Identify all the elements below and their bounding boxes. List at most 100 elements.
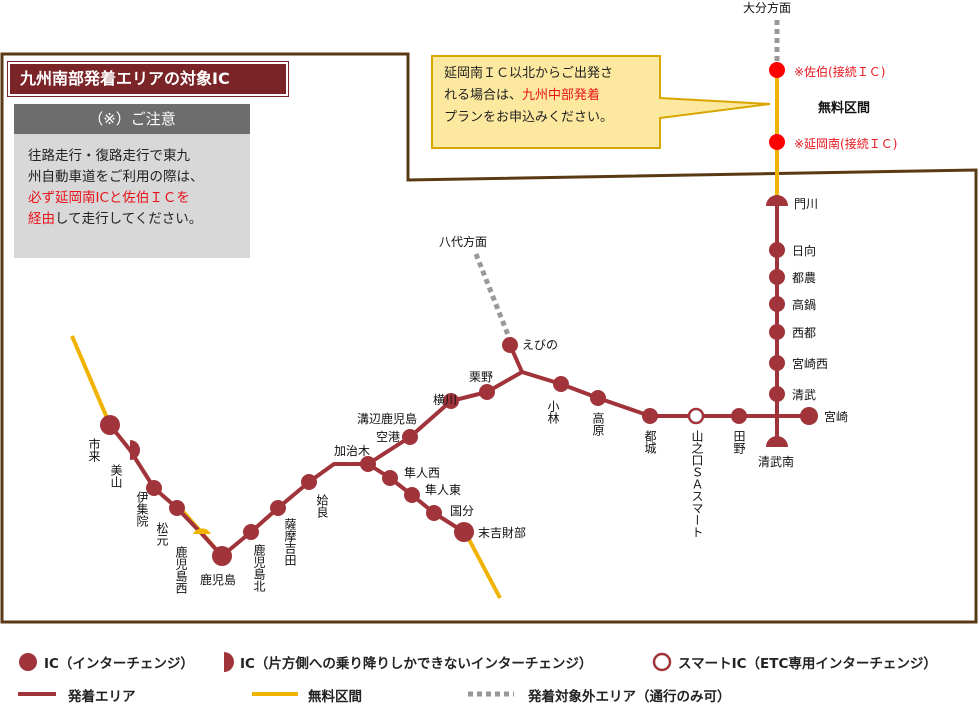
ic-marker-saiki [769, 62, 785, 78]
legend-smart-ic: スマートIC（ETC専用インターチェンジ） [678, 656, 937, 672]
label-miyakonojo: 都城 [643, 430, 657, 455]
label-yamanokuchi: 山之口ＳＡスマート [690, 430, 704, 538]
label-sueyoshi: 末吉財部 [478, 525, 526, 540]
callout-line2a: れる場合は、 [444, 88, 523, 103]
ic-marker-takanabe [769, 296, 785, 312]
legend-free: 無料区間 [308, 689, 362, 705]
outside-line-yatsushiro [473, 253, 513, 341]
label-kuko: 空港 [376, 430, 400, 444]
note-line1: 往路走行・復路走行で東九 [28, 148, 190, 164]
half-ic-marker-kiyotakeminami [766, 436, 788, 447]
label-ebino: えびの [522, 338, 558, 352]
ic-marker-tsuno [769, 269, 785, 285]
free-line-east [462, 529, 502, 599]
label-ichiki: 市来 [87, 437, 101, 462]
half-ic-marker-kadogawa [766, 195, 788, 206]
label-takanabe: 高鍋 [792, 297, 816, 312]
label-kagoshima: 鹿児島 [200, 572, 236, 587]
label-kokubu: 国分 [450, 504, 474, 518]
ic-marker-ebino [502, 337, 518, 353]
label-kiyotake: 清武 [792, 388, 816, 402]
label-takaharu: 高原 [591, 411, 605, 436]
map-title: 九州南部発着エリアの対象IC [7, 61, 289, 97]
label-aira: 姶良 [315, 493, 329, 519]
ic-marker-tano [731, 408, 747, 424]
label-matsumoto: 松元 [155, 522, 169, 547]
free-zone-label: 無料区間 [818, 100, 870, 116]
note-box: （※）ご注意 往路走行・復路走行で東九 州自動車道をご利用の際は、 必ず延岡南I… [14, 104, 250, 258]
legend-smart-ic-icon [652, 652, 672, 672]
smart-ic-marker-yamanokuchi [687, 407, 705, 425]
label-hayatohigashi: 隼人東 [425, 482, 461, 497]
legend-outside: 発着対象外エリア（通行のみ可） [528, 689, 731, 705]
ic-marker-kobayashi [553, 376, 569, 392]
ic-marker-ijuin [146, 480, 162, 496]
half-ic-marker-kagoshimanishi [193, 528, 211, 534]
label-kobayashi: 小林 [546, 400, 560, 424]
direction-yatsushiro: 八代方面 [439, 234, 487, 249]
ic-marker-saito [769, 324, 785, 340]
label-miyazakinishi: 宮崎西 [792, 356, 828, 371]
ic-marker-hayatohigashi [404, 487, 420, 503]
ic-marker-kagoshima [212, 546, 232, 566]
ic-marker-matsumoto [169, 500, 185, 516]
note-body: 往路走行・復路走行で東九 州自動車道をご利用の際は、 必ず延岡南ICと佐伯ＩＣを… [14, 134, 250, 242]
ic-marker-yokogawa [443, 393, 459, 409]
ic-marker-hyuga [769, 242, 785, 258]
label-miyama: 美山 [109, 464, 123, 488]
callout-line2b: 九州中部発着 [522, 88, 601, 103]
label-kagoshimakita: 鹿児島北 [252, 543, 266, 593]
ic-marker-kajiki [360, 456, 376, 472]
ic-marker-hayatonishi [382, 470, 398, 486]
label-kiyotakeminami: 清武南 [758, 454, 794, 469]
ic-marker-kokubu [426, 505, 442, 521]
note-red-line2: 経由 [28, 211, 55, 227]
ic-marker-miyazaki [800, 407, 818, 425]
ic-marker-nobeoka [769, 134, 785, 150]
label-miyazaki: 宮崎 [824, 409, 848, 424]
label-ijuin: 伊集院 [135, 491, 149, 527]
ic-marker-kurino [479, 384, 495, 400]
legend-ic: IC（インターチェンジ） [44, 656, 194, 672]
ic-marker-kagoshimakita [243, 524, 259, 540]
area-border [0, 52, 978, 624]
label-saiki: ※佐伯(接続ＩＣ) [794, 64, 885, 79]
ic-markers [100, 242, 818, 566]
callout-line3: プランをお申込みください。 [444, 110, 614, 125]
ic-marker-miyakonojo [642, 408, 658, 424]
label-kadogawa: 門川 [794, 197, 818, 211]
label-hayatonishi: 隼人西 [404, 465, 440, 480]
legend-area: 発着エリア [68, 689, 136, 705]
ic-marker-satsumayoshida [270, 500, 286, 516]
label-yokogawa: 横川 [433, 393, 457, 407]
direction-oita: 大分方面 [743, 0, 791, 15]
legend-half-ic: IC（片方側への乗り降りしかできないインターチェンジ） [240, 656, 593, 672]
callout-bubble [431, 55, 771, 149]
legend-half-ic-icon [224, 652, 234, 672]
label-kagoshimanishi: 鹿児島西 [174, 545, 188, 594]
ic-marker-aira [301, 474, 317, 490]
note-tail: して走行してください。 [55, 211, 203, 227]
label-nobeoka: ※延岡南(接続ＩＣ) [794, 136, 897, 151]
label-satsumayoshida: 薩摩吉田 [283, 518, 297, 566]
label-tsuno: 都農 [792, 271, 816, 285]
callout-text: 延岡南ＩＣ以北からご出発さ れる場合は、九州中部発着 プランをお申込みください。 [430, 54, 660, 144]
label-hyuga: 日向 [792, 243, 816, 258]
label-saito: 西都 [792, 326, 816, 340]
ic-marker-mizobe [402, 429, 418, 445]
half-ic-marker-miyama [130, 440, 140, 460]
ic-marker-kiyotake [769, 386, 785, 402]
note-heading: （※）ご注意 [14, 104, 250, 134]
ic-marker-ichiki [100, 415, 120, 435]
ic-marker-takaharu [590, 390, 606, 406]
ic-marker-miyazakinishi [769, 355, 785, 371]
note-red-line1: 必ず延岡南ICと佐伯ＩＣを [28, 190, 190, 206]
callout-line1: 延岡南ＩＣ以北からご出発さ [444, 66, 614, 81]
note-line2: 州自動車道をご利用の際は、 [28, 169, 204, 185]
label-kurino: 栗野 [469, 370, 493, 384]
free-line-west [70, 335, 112, 426]
legend: IC（インターチェンジ） IC（片方側への乗り降りしかできないインターチェンジ）… [0, 640, 980, 708]
label-mizobe: 溝辺鹿児島 [357, 411, 417, 426]
ic-marker-sueyoshi [454, 522, 474, 542]
